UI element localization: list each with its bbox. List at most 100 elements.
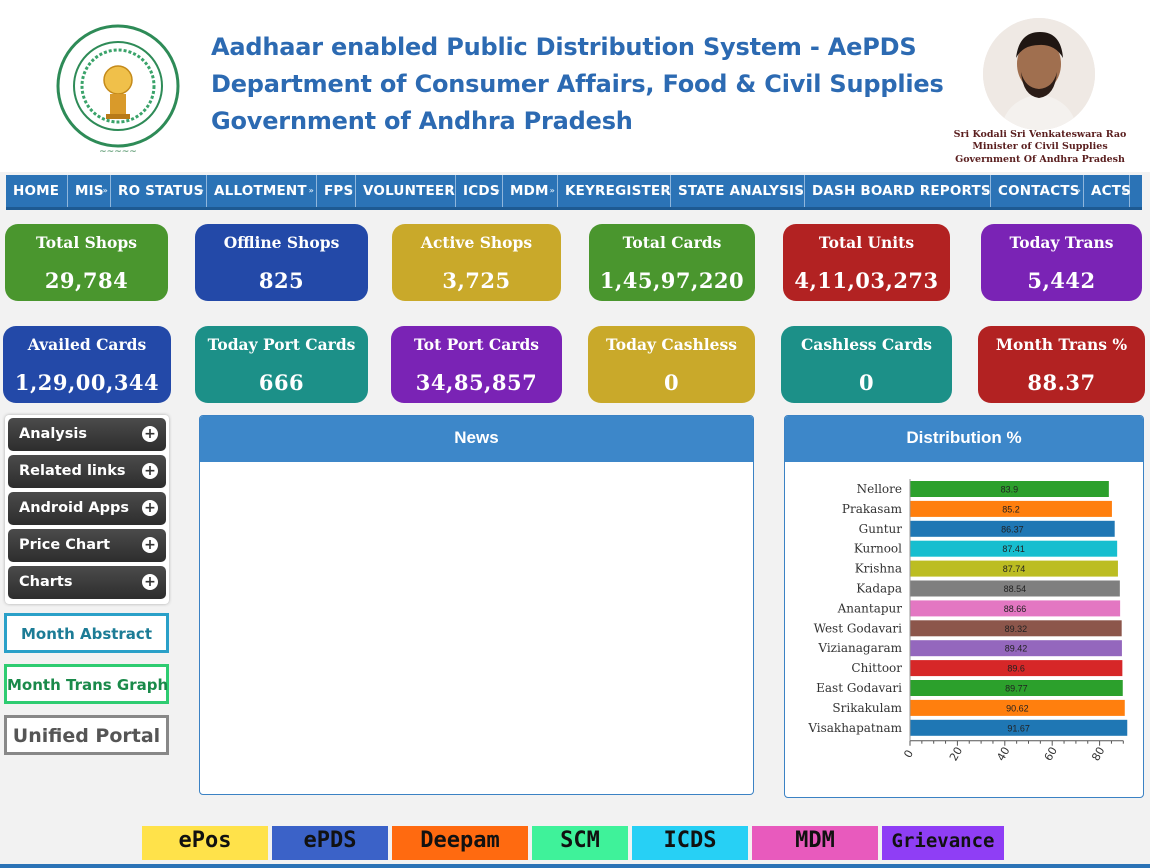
- nav-item-ro-status[interactable]: RO STATUS»: [111, 175, 207, 207]
- value-label: 89.6: [1007, 664, 1025, 674]
- nav-item-volunteer[interactable]: VOLUNTEER»: [356, 175, 456, 207]
- svg-text:~~~~~: ~~~~~: [99, 147, 137, 157]
- bar-nellore[interactable]: [910, 481, 1109, 497]
- bar-anantapur[interactable]: [910, 600, 1121, 617]
- stat-card-active-shops[interactable]: Active Shops 3,725: [392, 224, 561, 301]
- category-label: Prakasam: [842, 502, 903, 516]
- nav-item-state-analysis[interactable]: STATE ANALYSIS»: [671, 175, 805, 207]
- value-label: 88.54: [1004, 584, 1027, 594]
- nav-item-label: FPS: [324, 183, 354, 199]
- stat-card-tot-port-cards[interactable]: Tot Port Cards 34,85,857: [391, 326, 562, 403]
- stat-value: 4,11,03,273: [794, 268, 939, 293]
- bar-srikakulam[interactable]: [910, 699, 1125, 716]
- nav-item-home[interactable]: HOME: [6, 175, 68, 207]
- nav-item-label: CONTACTS: [998, 183, 1080, 199]
- stat-card-today-port-cards[interactable]: Today Port Cards 666: [195, 326, 368, 403]
- stat-value: 825: [258, 268, 305, 293]
- accordion-analysis[interactable]: Analysis +: [8, 418, 166, 451]
- nav-item-dash-board-reports[interactable]: DASH BOARD REPORTS»: [805, 175, 991, 207]
- value-label: 89.77: [1005, 684, 1028, 694]
- stat-card-availed-cards[interactable]: Availed Cards 1,29,00,344: [3, 326, 171, 403]
- value-label: 89.42: [1005, 644, 1028, 654]
- stat-value: 5,442: [1027, 268, 1096, 293]
- stat-value: 3,725: [442, 268, 511, 293]
- accordion-charts[interactable]: Charts +: [8, 566, 166, 599]
- stat-label: Active Shops: [420, 233, 533, 252]
- ap-emblem-logo: ~~~~~: [56, 24, 180, 157]
- stat-card-total-cards[interactable]: Total Cards 1,45,97,220: [589, 224, 755, 301]
- nav-item-allotment[interactable]: ALLOTMENT»: [207, 175, 317, 207]
- bar-kurnool[interactable]: [910, 540, 1118, 557]
- link-epds[interactable]: ePDS: [272, 826, 388, 860]
- stat-label: Today Cashless: [606, 335, 737, 354]
- link-epos[interactable]: ePos: [142, 826, 268, 860]
- link-icds[interactable]: ICDS: [632, 826, 748, 860]
- stat-value: 0: [858, 370, 875, 395]
- link-mdm[interactable]: MDM: [752, 826, 878, 860]
- minister-role: Minister of Civil Supplies: [972, 141, 1108, 152]
- nav-item-acts[interactable]: ACTS»: [1084, 175, 1132, 207]
- unified-portal-button[interactable]: Unified Portal: [4, 715, 169, 755]
- accordion-android-apps[interactable]: Android Apps +: [8, 492, 166, 525]
- nav-item-mis[interactable]: MIS»: [68, 175, 111, 207]
- bar-west-godavari[interactable]: [910, 620, 1122, 637]
- value-label: 85.2: [1002, 504, 1020, 514]
- link-deepam[interactable]: Deepam: [392, 826, 528, 860]
- nav-item-icds[interactable]: ICDS»: [456, 175, 503, 207]
- bar-vizianagaram[interactable]: [910, 640, 1122, 657]
- stat-value: 1,45,97,220: [599, 268, 745, 293]
- stat-card-cashless-cards[interactable]: Cashless Cards 0: [781, 326, 952, 403]
- category-label: Kadapa: [856, 582, 902, 596]
- accordion-label: Price Chart: [19, 537, 111, 553]
- nav-item-label: STATE ANALYSIS: [678, 183, 805, 199]
- accordion-price-chart[interactable]: Price Chart +: [8, 529, 166, 562]
- link-grievance[interactable]: Grievance: [882, 826, 1004, 860]
- dropdown-caret-icon: »: [494, 186, 500, 195]
- nav-item-contacts[interactable]: CONTACTS»: [991, 175, 1084, 207]
- stat-label: Cashless Cards: [800, 335, 933, 354]
- accordion-label: Android Apps: [19, 500, 130, 516]
- nav-item-label: MDM: [510, 183, 549, 199]
- accordion-label: Related links: [19, 463, 126, 479]
- category-label: Guntur: [859, 522, 903, 536]
- accordion-related-links[interactable]: Related links +: [8, 455, 166, 488]
- stat-value: 1,29,00,344: [14, 370, 160, 395]
- dropdown-caret-icon: »: [347, 186, 353, 195]
- stat-card-month-trans[interactable]: Month Trans % 88.37: [978, 326, 1145, 403]
- stat-card-total-shops[interactable]: Total Shops 29,784: [5, 224, 168, 301]
- bar-kadapa[interactable]: [910, 580, 1120, 597]
- category-label: Anantapur: [837, 601, 903, 615]
- footer-bar: [0, 864, 1150, 868]
- x-tick-label: 0: [901, 748, 916, 761]
- nav-item-mdm[interactable]: MDM»: [503, 175, 558, 207]
- link-scm[interactable]: SCM: [532, 826, 628, 860]
- month-abstract-button[interactable]: Month Abstract: [4, 613, 169, 653]
- nav-item-label: ALLOTMENT: [214, 183, 307, 199]
- nav-item-label: DASH BOARD REPORTS: [812, 183, 991, 199]
- bar-chittoor[interactable]: [910, 660, 1123, 677]
- category-label: Vizianagaram: [817, 641, 902, 655]
- x-tick-label: 40: [994, 745, 1012, 764]
- category-label: Kurnool: [854, 542, 902, 556]
- stat-card-offline-shops[interactable]: Offline Shops 825: [195, 224, 368, 301]
- category-label: Chittoor: [851, 661, 902, 675]
- dropdown-caret-icon: »: [447, 186, 453, 195]
- bar-east-godavari[interactable]: [910, 680, 1123, 696]
- bar-krishna[interactable]: [910, 560, 1118, 577]
- sidebar-accordion: Analysis + Related links + Android Apps + Pric…: [5, 415, 169, 604]
- stat-card-today-trans[interactable]: Today Trans 5,442: [981, 224, 1142, 301]
- stat-card-total-units[interactable]: Total Units 4,11,03,273: [783, 224, 950, 301]
- category-label: West Godavari: [814, 621, 903, 635]
- nav-item-keyregister[interactable]: KEYREGISTER»: [558, 175, 671, 207]
- value-label: 88.66: [1004, 604, 1027, 614]
- nav-item-fps[interactable]: FPS»: [317, 175, 356, 207]
- bar-prakasam[interactable]: [910, 500, 1112, 517]
- bar-guntur[interactable]: [910, 520, 1115, 537]
- plus-icon: +: [142, 537, 158, 553]
- nav-item-label: ACTS: [1091, 183, 1132, 199]
- category-label: Visakhapatnam: [807, 721, 902, 735]
- stat-card-today-cashless[interactable]: Today Cashless 0: [588, 326, 755, 403]
- value-label: 86.37: [1001, 524, 1024, 534]
- bar-visakhapatnam[interactable]: [910, 719, 1128, 736]
- month-trans-graph-button[interactable]: Month Trans Graph: [4, 664, 169, 704]
